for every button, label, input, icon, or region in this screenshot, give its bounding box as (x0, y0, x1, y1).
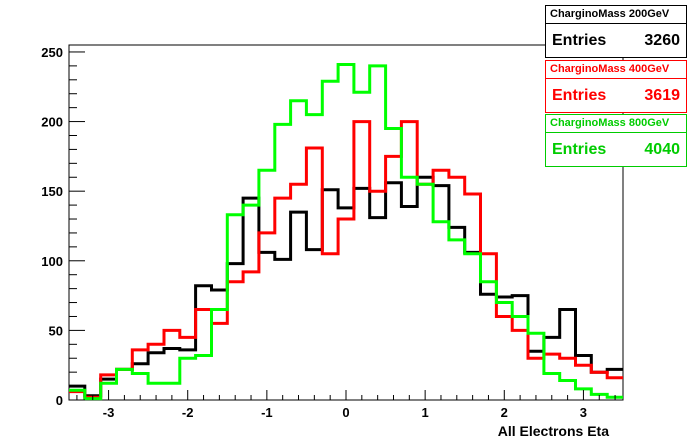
series-layer (69, 63, 623, 401)
stats-box-400gev: CharginoMass 400GeV Entries 3619 (545, 60, 687, 113)
y-tick-label: 0 (56, 393, 63, 408)
y-tick-label: 200 (41, 115, 63, 130)
histogram-series-1 (69, 120, 623, 399)
x-tick-label: -2 (182, 405, 194, 420)
entries-label-800gev: Entries (552, 140, 607, 158)
entries-label-400gev: Entries (552, 86, 607, 104)
entries-label-200gev: Entries (552, 31, 607, 49)
stats-entries-200gev: Entries 3260 (546, 24, 686, 57)
entries-value-800gev: 4040 (644, 140, 680, 158)
stats-box-200gev: CharginoMass 200GeV Entries 3260 (545, 5, 687, 58)
x-tick-label: 1 (422, 405, 429, 420)
y-tick-label: 250 (41, 45, 63, 60)
entries-value-200gev: 3260 (644, 31, 680, 49)
x-axis-label: All Electrons Eta (498, 423, 609, 439)
stats-title-200gev: CharginoMass 200GeV (546, 6, 686, 24)
plot-frame (68, 44, 624, 401)
x-tick-label: -1 (261, 405, 273, 420)
y-tick-label: 100 (41, 254, 63, 269)
histogram-series-2 (69, 63, 623, 401)
x-tick-label: 3 (580, 405, 587, 420)
axis-layer: -3 -2 -1 0 1 2 3 0 50 100 150 200 250 (41, 45, 616, 420)
entries-value-400gev: 3619 (644, 86, 680, 104)
x-tick-label: 0 (342, 405, 349, 420)
stats-title-800gev: CharginoMass 800GeV (546, 115, 686, 133)
stats-entries-400gev: Entries 3619 (546, 79, 686, 112)
y-tick-label: 150 (41, 184, 63, 199)
stats-title-400gev: CharginoMass 400GeV (546, 61, 686, 79)
stats-entries-800gev: Entries 4040 (546, 133, 686, 166)
x-tick-label: 2 (501, 405, 508, 420)
stats-box-800gev: CharginoMass 800GeV Entries 4040 (545, 114, 687, 167)
y-tick-label: 50 (49, 323, 63, 338)
x-tick-label: -3 (103, 405, 115, 420)
